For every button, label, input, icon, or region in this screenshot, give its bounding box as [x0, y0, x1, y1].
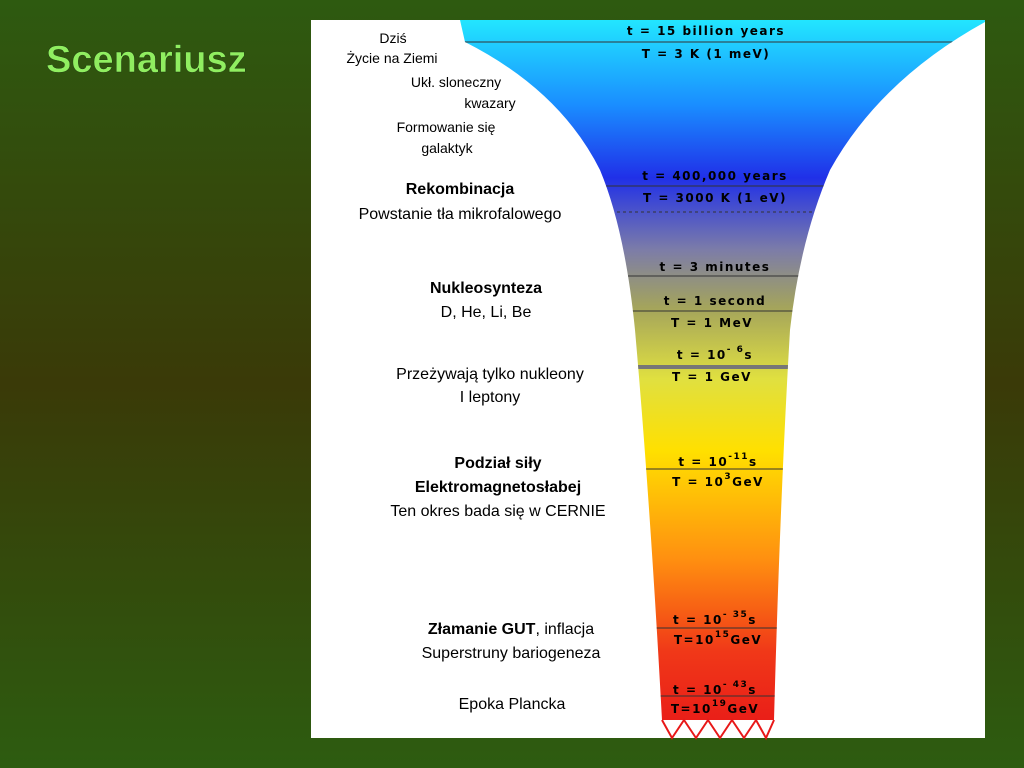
label-segment: kwazary — [464, 95, 515, 111]
funnel-label: t = 15 billion years — [627, 24, 785, 38]
label-tail: s — [749, 455, 758, 469]
left-label: Rekombinacja — [406, 181, 515, 198]
left-label: Dziś — [379, 30, 406, 46]
label-segment: Rekombinacja — [406, 181, 515, 198]
label-segment: Ukł. sloneczny — [411, 74, 501, 90]
label-segment: Dziś — [379, 30, 406, 46]
label-tail: s — [744, 348, 753, 362]
label-segment: galaktyk — [421, 140, 473, 156]
funnel-label: T = 3 K (1 meV) — [642, 47, 771, 61]
left-label: D, He, Li, Be — [441, 304, 532, 321]
left-label: Nukleosynteza — [430, 280, 542, 297]
label-segment: Epoka Plancka — [459, 696, 566, 713]
zigzag — [661, 718, 775, 741]
funnel-label: T = 1 GeV — [672, 370, 752, 384]
label-superscript: 15 — [715, 630, 731, 640]
label-text: t = 10 — [673, 683, 723, 697]
left-label: Przeżywają tylko nukleony — [396, 366, 584, 383]
label-segment: Powstanie tła mikrofalowego — [359, 206, 562, 223]
label-tail: s — [748, 613, 757, 627]
label-segment: Superstruny bariogeneza — [422, 645, 601, 662]
left-label: Życie na Ziemi — [346, 49, 437, 66]
funnel-label: T=1015GeV — [674, 630, 762, 647]
label-text: T = 3000 K (1 eV) — [643, 191, 787, 205]
left-label: Powstanie tła mikrofalowego — [359, 206, 562, 223]
label-text: t = 10 — [677, 348, 727, 362]
label-text: T = 3 K (1 meV) — [642, 47, 771, 61]
label-text: t = 10 — [678, 455, 728, 469]
funnel-label: T = 103GeV — [672, 472, 764, 489]
label-superscript: - 6 — [727, 345, 745, 355]
funnel-label: t = 3 minutes — [660, 260, 771, 274]
label-segment: Podział siły — [454, 455, 541, 472]
label-text: t = 400,000 years — [642, 169, 788, 183]
label-text: t = 10 — [673, 613, 723, 627]
label-tail: GeV — [727, 702, 759, 716]
funnel-label: T = 3000 K (1 eV) — [643, 191, 787, 205]
left-label: Ten okres bada się w CERNIE — [390, 503, 605, 520]
label-segment: , inflacja — [535, 621, 594, 638]
label-superscript: - 35 — [723, 610, 748, 620]
label-text: T=10 — [671, 702, 712, 716]
funnel-label: t = 10- 43s — [673, 680, 757, 697]
slide-title: Scenariusz — [46, 39, 247, 81]
left-label: Podział siły — [454, 455, 541, 472]
label-text: T = 1 GeV — [672, 370, 752, 384]
funnel-label: t = 400,000 years — [642, 169, 788, 183]
label-text: t = 3 minutes — [660, 260, 771, 274]
label-segment: Nukleosynteza — [430, 280, 542, 297]
left-label: Superstruny bariogeneza — [422, 645, 601, 662]
left-label: Formowanie się — [397, 119, 496, 135]
label-segment: Ten okres bada się w CERNIE — [390, 503, 605, 520]
left-label: I leptony — [460, 389, 520, 406]
label-superscript: 19 — [712, 699, 728, 709]
label-segment: Formowanie się — [397, 119, 496, 135]
label-superscript: - 43 — [723, 680, 748, 690]
label-segment: Złamanie GUT — [428, 621, 536, 638]
funnel-label: T=1019GeV — [671, 699, 759, 716]
left-label: Złamanie GUT, inflacja — [428, 621, 594, 638]
label-tail: s — [748, 683, 757, 697]
funnel-label: t = 10-11s — [678, 452, 757, 469]
funnel-label: t = 10- 6s — [677, 345, 753, 362]
label-segment: I leptony — [460, 389, 520, 406]
funnel-label: t = 1 second — [664, 294, 766, 308]
label-text: T=10 — [674, 633, 715, 647]
left-label: Elektromagnetosłabej — [415, 479, 581, 496]
label-tail: GeV — [730, 633, 762, 647]
left-label: Epoka Plancka — [459, 696, 566, 713]
label-text: T = 10 — [672, 475, 724, 489]
label-text: t = 15 billion years — [627, 24, 785, 38]
left-label: galaktyk — [421, 140, 473, 156]
label-text: T = 1 MeV — [671, 316, 753, 330]
label-text: t = 1 second — [664, 294, 766, 308]
label-segment: Życie na Ziemi — [346, 49, 437, 66]
label-superscript: 3 — [724, 472, 732, 482]
funnel-label: t = 10- 35s — [673, 610, 757, 627]
labels: Dziś Życie na Ziemi Ukł. sloneczny kwazary F… — [346, 24, 788, 716]
label-segment: Przeżywają tylko nukleony — [396, 366, 584, 383]
label-segment: D, He, Li, Be — [441, 304, 532, 321]
notch — [545, 110, 555, 124]
label-segment: Elektromagnetosłabej — [415, 479, 581, 496]
label-superscript: -11 — [728, 452, 749, 462]
label-tail: GeV — [732, 475, 764, 489]
funnel-label: T = 1 MeV — [671, 316, 753, 330]
left-label: Ukł. sloneczny — [411, 74, 501, 90]
left-label: kwazary — [464, 95, 515, 111]
